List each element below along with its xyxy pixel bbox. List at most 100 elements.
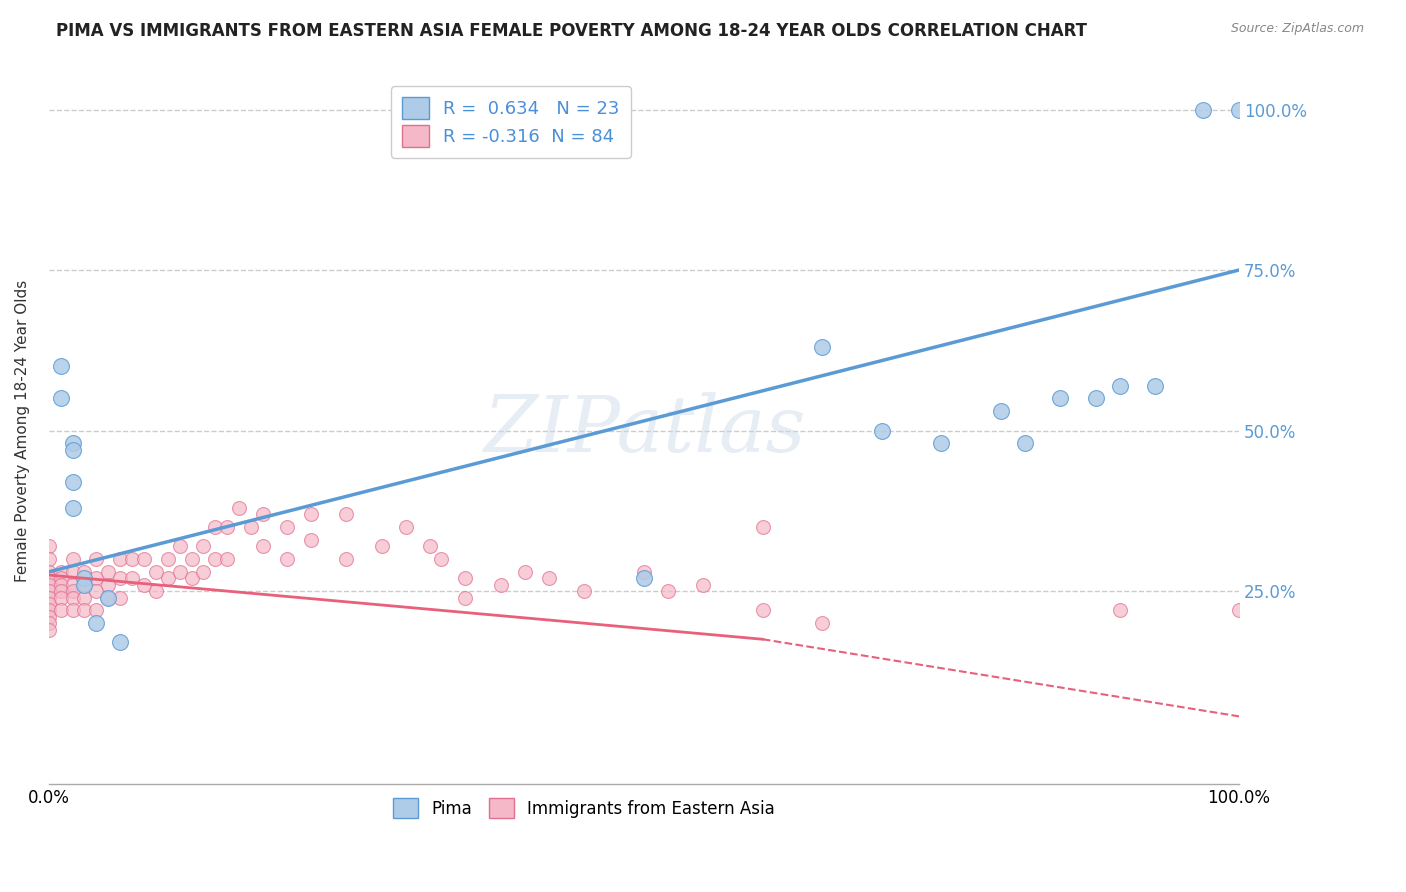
Point (38, 597, 60, 611)
Point (49, 565, 72, 579)
Point (49, 603, 72, 617)
Point (97, 591, 120, 605)
Point (299, 533, 322, 547)
Point (454, 571, 477, 585)
Point (49, 571, 72, 585)
Point (49, 584, 72, 599)
Point (86, 603, 108, 617)
Point (38, 609, 60, 624)
Point (692, 577, 714, 591)
Point (752, 603, 775, 617)
Text: PIMA VS IMMIGRANTS FROM EASTERN ASIA FEMALE POVERTY AMONG 18-24 YEAR OLDS CORREL: PIMA VS IMMIGRANTS FROM EASTERN ASIA FEM… (56, 22, 1087, 40)
Point (121, 571, 143, 585)
Point (252, 539, 274, 553)
Point (240, 520, 263, 534)
Y-axis label: Female Poverty Among 18-24 Year Olds: Female Poverty Among 18-24 Year Olds (15, 279, 30, 582)
Point (108, 552, 131, 566)
Point (252, 507, 274, 521)
Point (1192, 103, 1215, 117)
Point (1049, 392, 1071, 406)
Point (97, 591, 120, 605)
Point (108, 571, 131, 585)
Point (73, 577, 96, 591)
Point (299, 507, 322, 521)
Point (38, 616, 60, 631)
Point (38, 603, 60, 617)
Point (489, 577, 512, 591)
Point (156, 571, 179, 585)
Point (276, 520, 298, 534)
Point (929, 436, 952, 450)
Point (132, 552, 155, 566)
Point (73, 577, 96, 591)
Point (1227, 603, 1250, 617)
Point (38, 571, 60, 585)
Point (204, 552, 226, 566)
Point (633, 571, 655, 585)
Point (62, 584, 84, 599)
Point (108, 591, 131, 605)
Point (145, 584, 167, 599)
Point (335, 552, 357, 566)
Point (97, 577, 120, 591)
Point (371, 539, 394, 553)
Point (657, 584, 679, 599)
Point (204, 520, 226, 534)
Point (49, 577, 72, 591)
Point (86, 616, 108, 631)
Point (454, 591, 477, 605)
Text: ZIPatlas: ZIPatlas (482, 392, 806, 468)
Point (132, 577, 155, 591)
Point (193, 565, 215, 579)
Point (86, 571, 108, 585)
Point (419, 539, 441, 553)
Point (811, 340, 834, 354)
Point (62, 552, 84, 566)
Point (62, 436, 84, 450)
Point (62, 591, 84, 605)
Point (335, 507, 357, 521)
Point (73, 603, 96, 617)
Point (62, 577, 84, 591)
Point (121, 552, 143, 566)
Point (811, 616, 834, 631)
Point (86, 552, 108, 566)
Point (180, 552, 202, 566)
Point (38, 591, 60, 605)
Point (430, 552, 453, 566)
Point (395, 520, 418, 534)
Point (169, 565, 191, 579)
Point (1108, 603, 1130, 617)
Point (73, 565, 96, 579)
Point (62, 500, 84, 515)
Point (73, 571, 96, 585)
Point (38, 577, 60, 591)
Point (108, 635, 131, 649)
Point (73, 591, 96, 605)
Point (752, 520, 775, 534)
Point (217, 552, 239, 566)
Point (38, 584, 60, 599)
Point (86, 584, 108, 599)
Point (1144, 378, 1167, 392)
Point (38, 539, 60, 553)
Point (217, 520, 239, 534)
Point (49, 392, 72, 406)
Point (49, 359, 72, 374)
Point (169, 539, 191, 553)
Point (870, 424, 893, 438)
Point (537, 571, 560, 585)
Point (633, 565, 655, 579)
Legend: Pima, Immigrants from Eastern Asia: Pima, Immigrants from Eastern Asia (387, 791, 782, 825)
Point (38, 623, 60, 637)
Point (145, 565, 167, 579)
Point (574, 584, 596, 599)
Point (180, 571, 202, 585)
Point (228, 500, 250, 515)
Point (62, 603, 84, 617)
Point (276, 552, 298, 566)
Point (49, 591, 72, 605)
Point (62, 475, 84, 489)
Point (1014, 436, 1036, 450)
Point (193, 539, 215, 553)
